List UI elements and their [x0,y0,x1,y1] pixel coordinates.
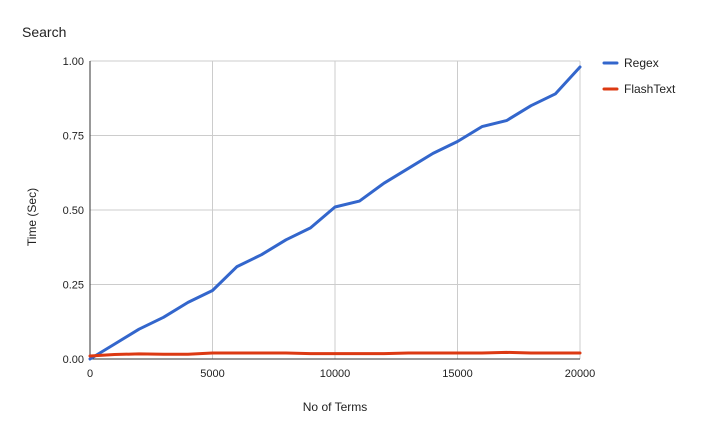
y-tick-label: 0.75 [63,131,84,143]
x-tick-label: 20000 [565,368,596,380]
y-tick-label: 1.00 [63,56,84,68]
chart-title: Search [22,24,66,40]
y-tick-label: 0.00 [63,354,84,366]
x-axis-label: No of Terms [303,400,367,414]
grid [90,60,581,359]
series-line-regex [88,65,582,361]
x-tick-label: 10000 [320,368,351,380]
axes: 0.00 0.25 0.50 0.75 1.00 0 5000 10000 15000 20000 [63,56,596,380]
legend: Regex FlashText [602,56,676,96]
x-tick-label: 0 [87,368,93,380]
x-tick-label: 5000 [200,368,224,380]
y-axis-label: Time (Sec) [25,188,39,246]
y-tick-label: 0.50 [63,205,84,217]
series [88,65,582,361]
y-tick-label: 0.25 [63,280,84,292]
legend-label: FlashText [624,82,676,96]
x-tick-label: 15000 [442,368,473,380]
series-line-flashtext [88,350,582,358]
legend-label: Regex [624,56,659,70]
